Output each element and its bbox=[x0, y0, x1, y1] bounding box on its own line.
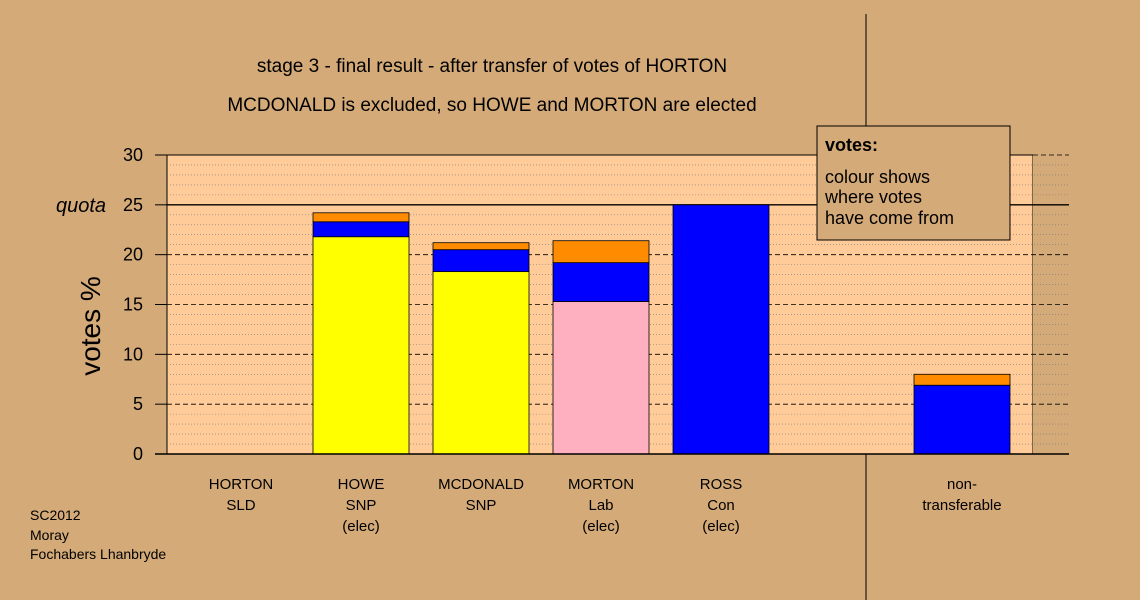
category-label: transferable bbox=[922, 497, 1001, 514]
bar-segment-4-0 bbox=[672, 204, 770, 455]
bar-segment-3-2 bbox=[552, 240, 650, 264]
bar-segment-3-0 bbox=[552, 301, 650, 455]
category-label: non- bbox=[947, 476, 977, 493]
bars-group bbox=[193, 204, 1011, 455]
category-label: MORTON bbox=[568, 476, 634, 493]
category-label: SNP bbox=[466, 497, 497, 514]
y-tick-label: 15 bbox=[123, 295, 143, 315]
chart-title: stage 3 - final result - after transfer … bbox=[257, 56, 727, 77]
legend-line-1: colour shows bbox=[825, 167, 930, 187]
category-label: HORTON bbox=[209, 476, 273, 493]
category-label: (elec) bbox=[582, 518, 620, 535]
bar-segment-1-2 bbox=[312, 212, 410, 223]
bar-segment-5-0 bbox=[913, 384, 1011, 455]
category-label: ROSS bbox=[700, 476, 743, 493]
quota-label: quota bbox=[56, 195, 106, 217]
category-label: SNP bbox=[346, 497, 377, 514]
footer-council: Moray bbox=[30, 527, 69, 543]
category-label: (elec) bbox=[702, 518, 740, 535]
category-label: SLD bbox=[226, 497, 255, 514]
y-tick-label: 5 bbox=[133, 394, 143, 414]
bar-segment-2-0 bbox=[432, 271, 530, 455]
y-axis-label: votes % bbox=[75, 276, 106, 376]
bar-segment-1-1 bbox=[312, 221, 410, 238]
bar-segment-3-1 bbox=[552, 262, 650, 302]
legend-box bbox=[816, 125, 1011, 241]
footer-year: SC2012 bbox=[30, 507, 81, 523]
legend-line-2: where votes bbox=[824, 187, 922, 207]
category-label: (elec) bbox=[342, 518, 380, 535]
category-label: MCDONALD bbox=[438, 476, 524, 493]
legend: votes: colour shows where votes have com… bbox=[816, 125, 1011, 241]
category-label: HOWE bbox=[338, 476, 385, 493]
category-label: Con bbox=[707, 497, 735, 514]
bar-segment-1-0 bbox=[312, 236, 410, 455]
footer-ward: Fochabers Lhanbryde bbox=[30, 546, 166, 562]
y-tick-label: 0 bbox=[133, 444, 143, 464]
category-labels: HORTON SLD HOWE SNP (elec) MCDONALD SNP MORTON L… bbox=[209, 476, 1002, 535]
legend-line-3: have come from bbox=[825, 208, 954, 228]
chart-subtitle: MCDONALD is excluded, so HOWE and MORTON… bbox=[227, 95, 756, 116]
y-tick-label: 30 bbox=[123, 145, 143, 165]
bar-segment-5-1 bbox=[913, 373, 1011, 386]
category-label: Lab bbox=[588, 497, 613, 514]
y-axis: 0 5 10 15 20 25 30 quota bbox=[56, 145, 1069, 464]
bar-segment-2-1 bbox=[432, 249, 530, 273]
bar-segment-2-2 bbox=[432, 242, 530, 251]
y-tick-label: 20 bbox=[123, 245, 143, 265]
y-tick-label: 25 bbox=[123, 195, 143, 215]
y-tick-label: 10 bbox=[123, 344, 143, 364]
legend-heading: votes: bbox=[825, 135, 878, 155]
